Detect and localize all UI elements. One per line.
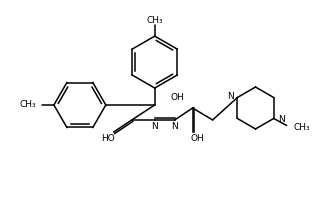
Text: N: N — [151, 122, 158, 131]
Text: CH₃: CH₃ — [19, 101, 36, 110]
Text: OH: OH — [171, 93, 184, 102]
Text: N: N — [227, 92, 233, 101]
Text: OH: OH — [191, 134, 204, 143]
Text: CH₃: CH₃ — [146, 16, 163, 25]
Text: HO: HO — [101, 134, 115, 143]
Text: N: N — [278, 115, 284, 124]
Text: CH₃: CH₃ — [294, 123, 310, 132]
Text: N: N — [171, 122, 178, 131]
